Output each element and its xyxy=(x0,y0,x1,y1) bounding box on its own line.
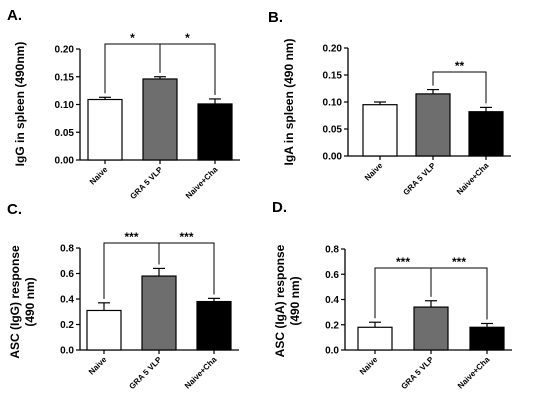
y-tick-label: 0.20 xyxy=(323,44,343,55)
y-axis-label: ASC (IgG) response(490 nm) xyxy=(8,245,37,359)
y-tick-label: 0.4 xyxy=(325,295,339,306)
y-axis-label-line-1: ASC (IgA) response xyxy=(273,244,287,357)
chart-panel-2: C. ASC (IgG) response(490 nm) 0.0 0.2 0.4 0.6… xyxy=(7,201,239,391)
chart-panel-0: A. IgG in spleen (490nm) 0.00 0.05 0.10 0.15 0… xyxy=(7,7,240,201)
bar-naive-cha xyxy=(197,103,233,161)
chart-panel-1: B. IgA in spleen (490 nm) 0.00 0.05 0.10 0.15… xyxy=(268,9,511,197)
y-axis-label: IgG in spleen (490nm) xyxy=(13,42,27,167)
x-tick-label: GRA 5 VLP xyxy=(399,355,435,391)
y-axis-label-line-1: ASC (IgG) response xyxy=(8,245,22,359)
y-tick-label: 0.10 xyxy=(55,100,75,111)
y-axis-label: IgA in spleen (490 nm) xyxy=(282,39,296,166)
x-tick-label: Naive xyxy=(87,355,109,377)
significance-bracket xyxy=(432,71,487,104)
significance-label: * xyxy=(185,31,190,45)
x-tick-label: Naive xyxy=(358,355,380,377)
bar-naive-cha xyxy=(469,326,505,351)
x-tick-label: Naive+Cha xyxy=(456,355,492,391)
y-tick-label: 0.10 xyxy=(323,98,343,109)
bar-naive xyxy=(86,309,122,351)
panel-letter: B. xyxy=(268,9,283,26)
y-tick-label: 0.0 xyxy=(60,346,74,357)
y-tick-label: 0.15 xyxy=(323,71,343,82)
x-tick-label: Naive xyxy=(88,165,110,187)
y-tick-label: 0.2 xyxy=(60,320,74,331)
bar-gra-5-vlp xyxy=(413,306,449,351)
bar-naive-cha xyxy=(468,111,504,157)
x-tick-label: Naive xyxy=(363,161,385,183)
significance-label: *** xyxy=(179,230,193,244)
y-tick-label: 0.05 xyxy=(323,125,343,136)
bar-naive xyxy=(362,104,398,157)
y-axis-label: ASC (IgA) response(490 nm) xyxy=(273,244,302,357)
x-tick-label: GRA 5 VLP xyxy=(127,355,163,391)
significance-label: * xyxy=(130,31,135,45)
panel-letter: D. xyxy=(272,199,287,216)
significance-label: ** xyxy=(455,59,465,73)
significance-bracket xyxy=(158,242,215,295)
significance-label: *** xyxy=(124,230,138,244)
bar-gra-5-vlp xyxy=(415,93,451,157)
x-tick-label: Naive+Cha xyxy=(184,165,220,201)
y-tick-label: 0.8 xyxy=(60,244,74,255)
x-tick-label: GRA 5 VLP xyxy=(128,165,164,201)
y-tick-label: 0.20 xyxy=(55,45,75,56)
y-tick-label: 0.8 xyxy=(325,245,339,256)
y-tick-label: 0.4 xyxy=(60,295,74,306)
bar-naive xyxy=(87,98,123,161)
bar-naive xyxy=(357,326,393,351)
y-tick-label: 0.0 xyxy=(325,346,339,357)
y-tick-label: 0.6 xyxy=(60,269,74,280)
y-tick-label: 0.00 xyxy=(323,152,343,163)
panel-letter: C. xyxy=(7,201,22,218)
y-axis-label-line-2: (490 nm) xyxy=(288,276,302,325)
y-tick-label: 0.15 xyxy=(55,72,75,83)
bar-gra-5-vlp xyxy=(142,78,178,161)
bar-naive-cha xyxy=(196,300,232,351)
y-tick-label: 0.00 xyxy=(55,156,75,167)
y-tick-label: 0.2 xyxy=(325,320,339,331)
chart-panel-3: D. ASC (IgA) response(490 nm) 0.0 0.2 0.4 0.6… xyxy=(272,199,512,391)
significance-label: *** xyxy=(396,255,410,269)
significance-label: *** xyxy=(452,255,466,269)
significance-bracket xyxy=(159,43,216,95)
significance-bracket xyxy=(430,267,488,320)
y-tick-label: 0.05 xyxy=(55,128,75,139)
y-tick-label: 0.6 xyxy=(325,270,339,281)
x-tick-label: Naive+Cha xyxy=(183,355,219,391)
y-axis-label-line-2: (490 nm) xyxy=(23,277,37,326)
bar-gra-5-vlp xyxy=(141,275,177,351)
x-tick-label: GRA 5 VLP xyxy=(401,161,437,197)
x-tick-label: Naive+Cha xyxy=(455,161,491,197)
panel-letter: A. xyxy=(7,7,22,24)
